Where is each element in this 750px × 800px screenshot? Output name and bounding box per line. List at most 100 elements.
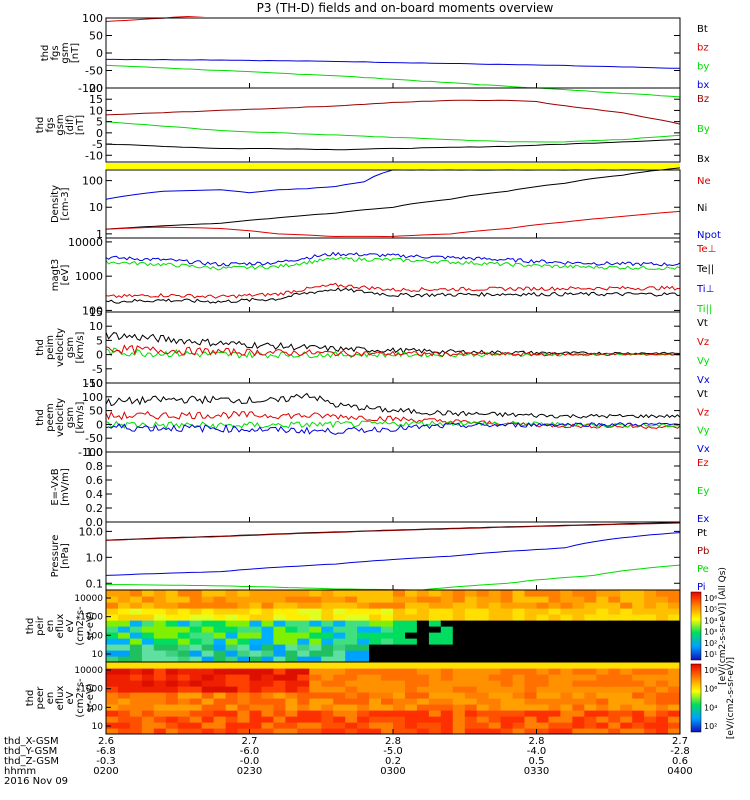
spectrogram-cell: [488, 620, 502, 627]
spectrogram-cell: [165, 650, 179, 657]
spectrogram-cell: [548, 728, 562, 734]
spectrogram-cell: [261, 674, 275, 681]
legend-label: Te⊥: [696, 244, 716, 255]
spectrogram-cell: [632, 632, 645, 639]
spectrogram-cell: [261, 686, 275, 693]
y-tick-label: 10: [89, 320, 103, 333]
spectrogram-cell: [668, 722, 680, 729]
spectrogram-cell: [249, 674, 263, 681]
spectrogram-cell: [464, 626, 478, 633]
spectrogram-cell: [476, 590, 490, 597]
spectrogram-cell: [560, 626, 573, 633]
spectrogram-cell: [440, 680, 454, 687]
spectrogram-cell: [476, 596, 490, 603]
spectrogram-cell: [345, 680, 358, 687]
legend-label: Ti||: [696, 304, 712, 315]
colorbar-10: 10⁸ 10⁶ 10⁴ 10² [eV/(cm2-s-sr-eV)]: [690, 657, 736, 739]
spectrogram-cell: [668, 680, 680, 687]
spectrogram-cell: [608, 698, 621, 705]
spectrogram-cell: [656, 728, 669, 734]
spectrogram-cell: [201, 608, 215, 615]
spectrogram-cell: [261, 710, 275, 717]
spectrogram-cell: [106, 614, 119, 621]
spectrogram-cell: [285, 674, 298, 681]
spectrogram-cell: [620, 620, 633, 627]
spectrogram-cell: [201, 728, 215, 734]
spectrogram-cell: [428, 638, 442, 645]
spectrogram-cell: [189, 614, 203, 621]
legend-label: Vx: [697, 444, 710, 455]
spectrogram-cell: [524, 710, 538, 717]
spectrogram-cell: [153, 680, 167, 687]
spectrogram-cell: [416, 674, 430, 681]
spectrogram-cell: [118, 620, 131, 627]
y-axis-label: thd peim velocity gsm [km/s]: [35, 328, 86, 367]
spectrogram-cell: [273, 704, 286, 711]
spectrogram-cell: [189, 704, 203, 711]
y-tick-label: 10: [92, 722, 104, 732]
spectrogram-cell: [488, 704, 502, 711]
spectrogram-cell: [369, 626, 382, 633]
spectrogram-cell: [309, 704, 322, 711]
spectrogram-cell: [141, 686, 155, 693]
spectrogram-cell: [201, 632, 215, 639]
spectrogram-cell: [536, 656, 550, 663]
spectrogram-cell: [201, 656, 215, 663]
spectrogram-cell: [476, 638, 490, 645]
y-tick-label: 50: [89, 405, 103, 418]
spectrogram-cell: [452, 662, 466, 669]
spectrogram-cell: [369, 644, 382, 651]
panel-frame: [105, 87, 681, 163]
spectrogram-cell: [428, 614, 442, 621]
colorbar-tick-label: 10³: [704, 628, 717, 637]
spectrogram-cell: [201, 722, 215, 729]
spectrogram-cell: [273, 620, 286, 627]
legend-label: Vz: [697, 337, 709, 348]
spectrogram-cell: [572, 716, 585, 723]
spectrogram-cell: [584, 722, 597, 729]
spectrogram-cell: [249, 590, 263, 597]
spectrogram-cell: [393, 728, 406, 734]
spectrogram-cell: [452, 692, 466, 699]
spectrogram-cell: [118, 704, 131, 711]
spectrogram-cell: [118, 716, 131, 723]
spectrogram-cell: [428, 662, 442, 669]
spectrogram-cell: [225, 662, 239, 669]
spectrogram-cell: [273, 722, 286, 729]
legend-label: Vz: [697, 407, 709, 418]
spectrogram-cell: [177, 608, 191, 615]
spectrogram-cell: [249, 644, 263, 651]
spectrogram-cell: [393, 722, 406, 729]
spectrogram-cell: [476, 674, 490, 681]
spectrogram-cell: [201, 590, 215, 597]
spectrogram-cell: [524, 662, 538, 669]
spectrogram-cell: [632, 614, 645, 621]
spectrogram-cell: [321, 656, 334, 663]
spectrogram-cell: [416, 650, 430, 657]
spectrogram-cell: [572, 608, 585, 615]
spectrogram-cell: [261, 680, 275, 687]
y-axis-label-line: fgs: [45, 117, 56, 132]
spectrogram-cell: [177, 614, 191, 621]
spectrogram-cell: [261, 596, 275, 603]
spectrogram-cell: [249, 596, 263, 603]
spectrogram-cell: [237, 644, 251, 651]
spectrogram-cell: [129, 716, 143, 723]
y-tick-label: 20: [89, 82, 103, 95]
spectrogram-cell: [201, 692, 215, 699]
colorbar-tick-label: 10⁸: [704, 666, 717, 675]
spectrogram-cell: [381, 668, 394, 675]
y-tick-label: 10: [92, 650, 104, 660]
spectrogram-cell: [273, 644, 286, 651]
spectrogram-cell: [440, 638, 454, 645]
spectrogram-cell: [405, 662, 418, 669]
spectrogram-cell: [416, 728, 430, 734]
y-tick-label: 10: [89, 104, 103, 117]
spectrogram-cell: [620, 626, 633, 633]
spectrogram-cell: [452, 620, 466, 627]
spectrogram-cell: [405, 656, 418, 663]
panel-7: 1.00.80.60.40.20.0 Ez Ey Ex E=-VxB [mV/m]: [50, 446, 709, 529]
spectrogram-cell: [357, 620, 370, 627]
spectrogram-cell: [656, 650, 669, 657]
spectrogram-cell: [106, 608, 119, 615]
